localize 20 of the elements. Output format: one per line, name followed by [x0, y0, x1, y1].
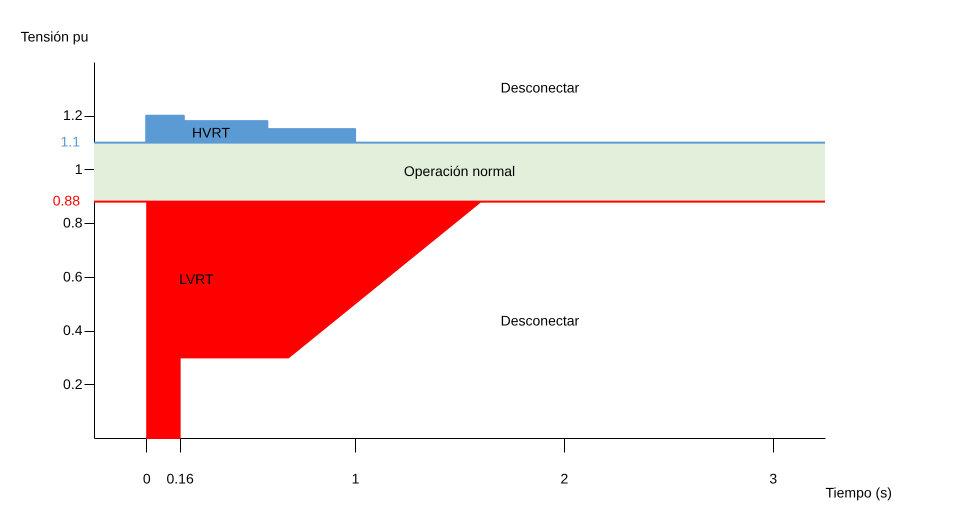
ref-line-label: 1.1 — [60, 134, 80, 150]
y-tick-label: 1 — [74, 160, 83, 177]
x-tick-label: 1 — [352, 470, 360, 486]
x-axis-title: Tiempo (s) — [826, 484, 892, 500]
y-tick-label: 0.2 — [63, 376, 83, 392]
annotation: LVRT — [179, 271, 214, 288]
x-tick-label: 0.16 — [166, 470, 194, 486]
y-axis-title: Tensión pu — [20, 28, 88, 44]
y-tick-label: 0.8 — [63, 214, 83, 231]
y-tick-label: 0.4 — [63, 322, 83, 338]
annotation: Desconectar — [500, 312, 580, 328]
band-label: Operación normal — [404, 163, 516, 180]
y-tick-label: 1.2 — [63, 107, 83, 124]
x-tick-label: 3 — [769, 470, 778, 486]
annotation: HVRT — [192, 124, 230, 140]
annotation: Desconectar — [500, 79, 580, 96]
y-tick-label: 0.6 — [63, 268, 83, 284]
x-tick-label: 2 — [560, 470, 569, 486]
x-tick-label: 0 — [142, 470, 151, 486]
ref-line-label: 0.88 — [52, 192, 80, 209]
